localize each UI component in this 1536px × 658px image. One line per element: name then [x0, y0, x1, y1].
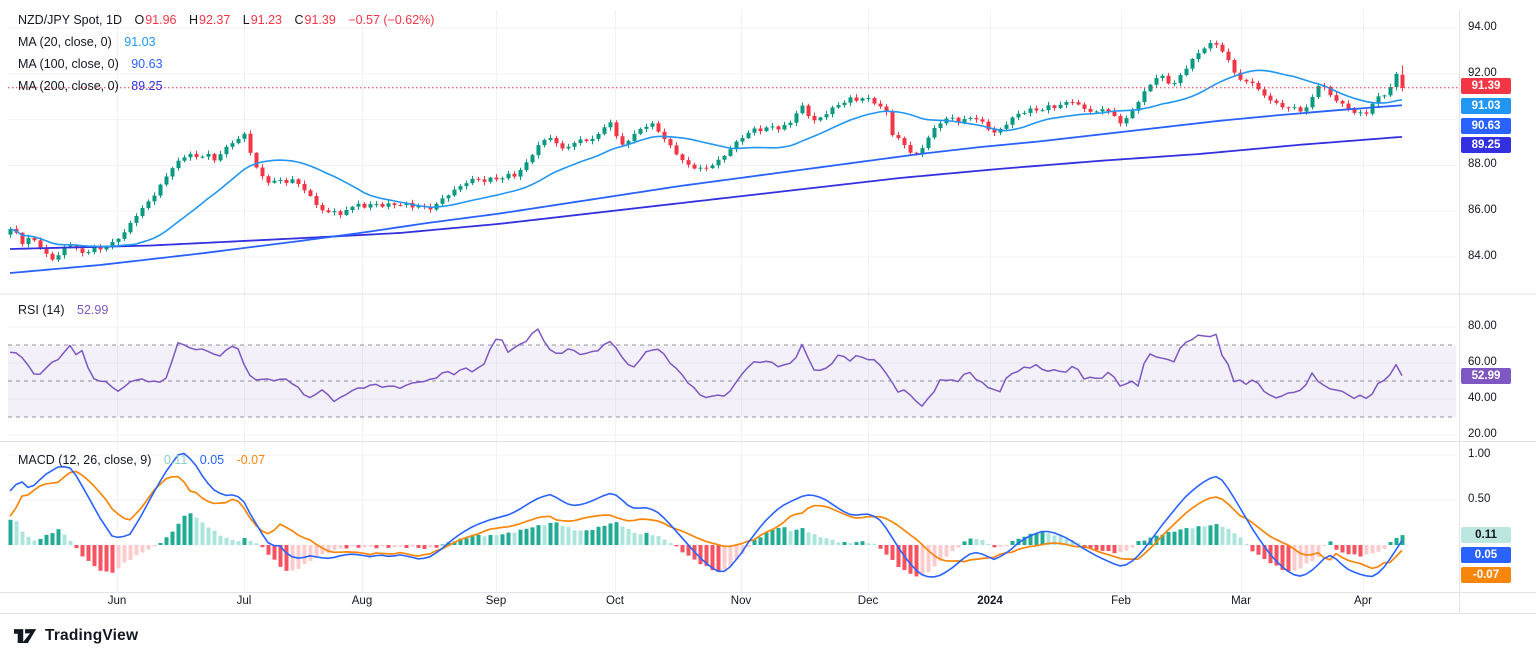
- ma20-value: 91.03: [124, 35, 156, 49]
- ma100-label: MA (100, close, 0): [18, 57, 119, 71]
- ohlc-open: O91.96: [134, 13, 177, 27]
- macd-legend[interactable]: MACD (12, 26, close, 9) 0.11 0.05 -0.07: [18, 449, 274, 471]
- rsi-value: 52.99: [77, 303, 109, 317]
- macd-hist-value: 0.11: [163, 453, 188, 467]
- tradingview-attribution[interactable]: TradingView: [14, 627, 138, 645]
- symbol-row[interactable]: NZD/JPY Spot, 1D O91.96 H92.37 L91.23 C9…: [18, 9, 443, 31]
- ma200-label: MA (200, close, 0): [18, 79, 119, 93]
- symbol-title: NZD/JPY Spot, 1D: [18, 13, 122, 27]
- ma200-value: 89.25: [131, 79, 163, 93]
- ma200-legend-row[interactable]: MA (200, close, 0) 89.25: [18, 75, 443, 97]
- ma20-label: MA (20, close, 0): [18, 35, 112, 49]
- macd-line-value: 0.05: [199, 453, 225, 467]
- tradingview-brand-text: TradingView: [45, 627, 139, 644]
- ohlc-high: H92.37: [188, 13, 231, 27]
- tradingview-logo-icon: [14, 628, 37, 643]
- rsi-label: RSI (14): [18, 303, 65, 317]
- macd-signal-value: -0.07: [236, 453, 266, 467]
- macd-label: MACD (12, 26, close, 9): [18, 453, 152, 467]
- price-legend[interactable]: NZD/JPY Spot, 1D O91.96 H92.37 L91.23 C9…: [18, 9, 443, 97]
- ohlc-close: C91.39: [294, 13, 336, 27]
- ma100-legend-row[interactable]: MA (100, close, 0) 90.63: [18, 53, 443, 75]
- ma20-legend-row[interactable]: MA (20, close, 0) 91.03: [18, 31, 443, 53]
- change-value: −0.57 (−0.62%): [348, 13, 435, 27]
- rsi-legend[interactable]: RSI (14) 52.99: [18, 299, 108, 321]
- ma100-value: 90.63: [131, 57, 163, 71]
- ohlc-low: L91.23: [242, 13, 282, 27]
